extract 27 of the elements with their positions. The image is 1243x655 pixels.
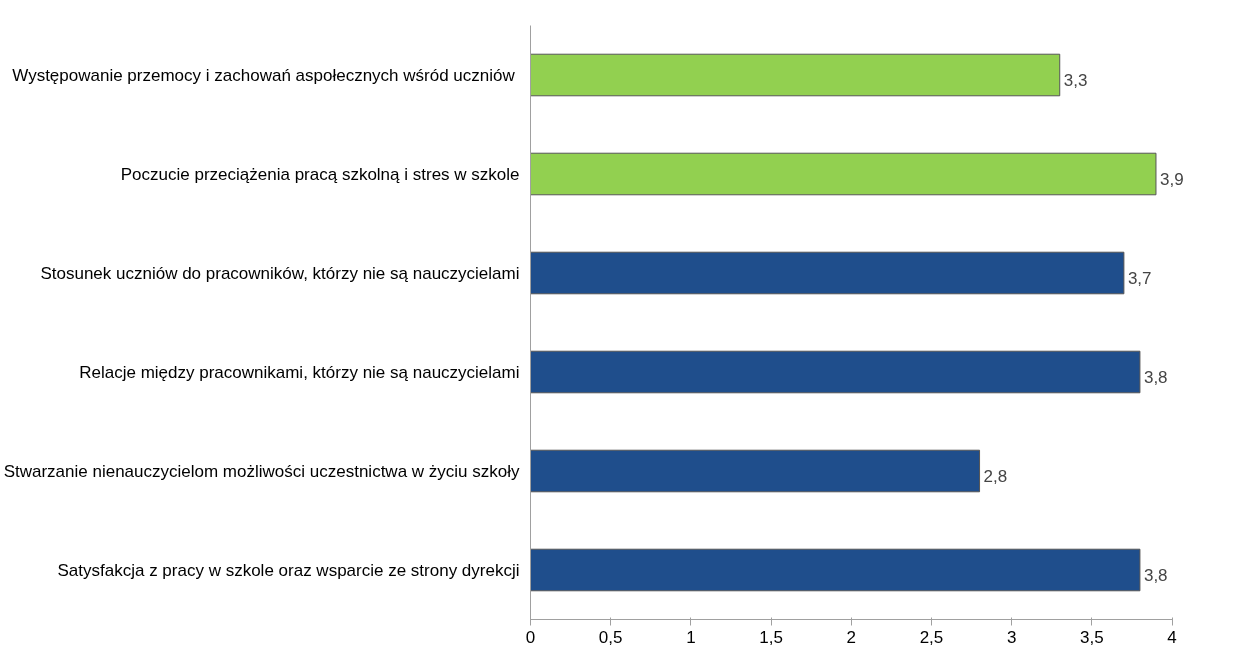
data-label: 3,8 [1143,368,1168,387]
x-tick-label: 1 [686,627,696,647]
bar [530,350,1141,394]
x-tick-label: 3 [1006,627,1017,647]
x-tick-label: 2 [846,627,856,647]
y-tick-label: Poczucie przeciążenia pracą szkolną i stres w szkole [120,164,520,184]
x-tick-label: 3,5 [1080,627,1104,647]
y-tick-label: Relacje między pracownikami, którzy nie są nauczycielami [79,362,520,382]
x-tick-label: 2,5 [919,627,944,647]
data-label: 3,9 [1159,170,1184,189]
bar [530,548,1141,592]
data-label: 3,7 [1127,269,1152,288]
bar [530,53,1061,97]
y-tick-label: Występowanie przemocy i zachowań aspołecznych wśród uczniów [12,65,516,85]
x-tick-label: 4 [1167,627,1177,647]
y-tick-label: Stosunek uczniów do pracowników, którzy nie są nauczycielami [40,263,520,283]
bar [530,449,981,493]
data-label: 3,3 [1063,71,1088,90]
y-tick-label: Stwarzanie nienauczycielom możliwości uczestnictwa w życiu szkoły [3,461,520,481]
y-tick-label: Satysfakcja z pracy w szkole oraz wsparcie ze strony dyrekcji [57,560,520,580]
data-label: 3,8 [1143,566,1168,585]
x-tick-label: 0 [525,627,536,647]
x-tick-label: 0,5 [598,627,623,647]
bar [530,251,1125,295]
x-tick-label: 1,5 [759,627,783,647]
bar [530,152,1157,196]
data-label: 2,8 [983,467,1008,486]
